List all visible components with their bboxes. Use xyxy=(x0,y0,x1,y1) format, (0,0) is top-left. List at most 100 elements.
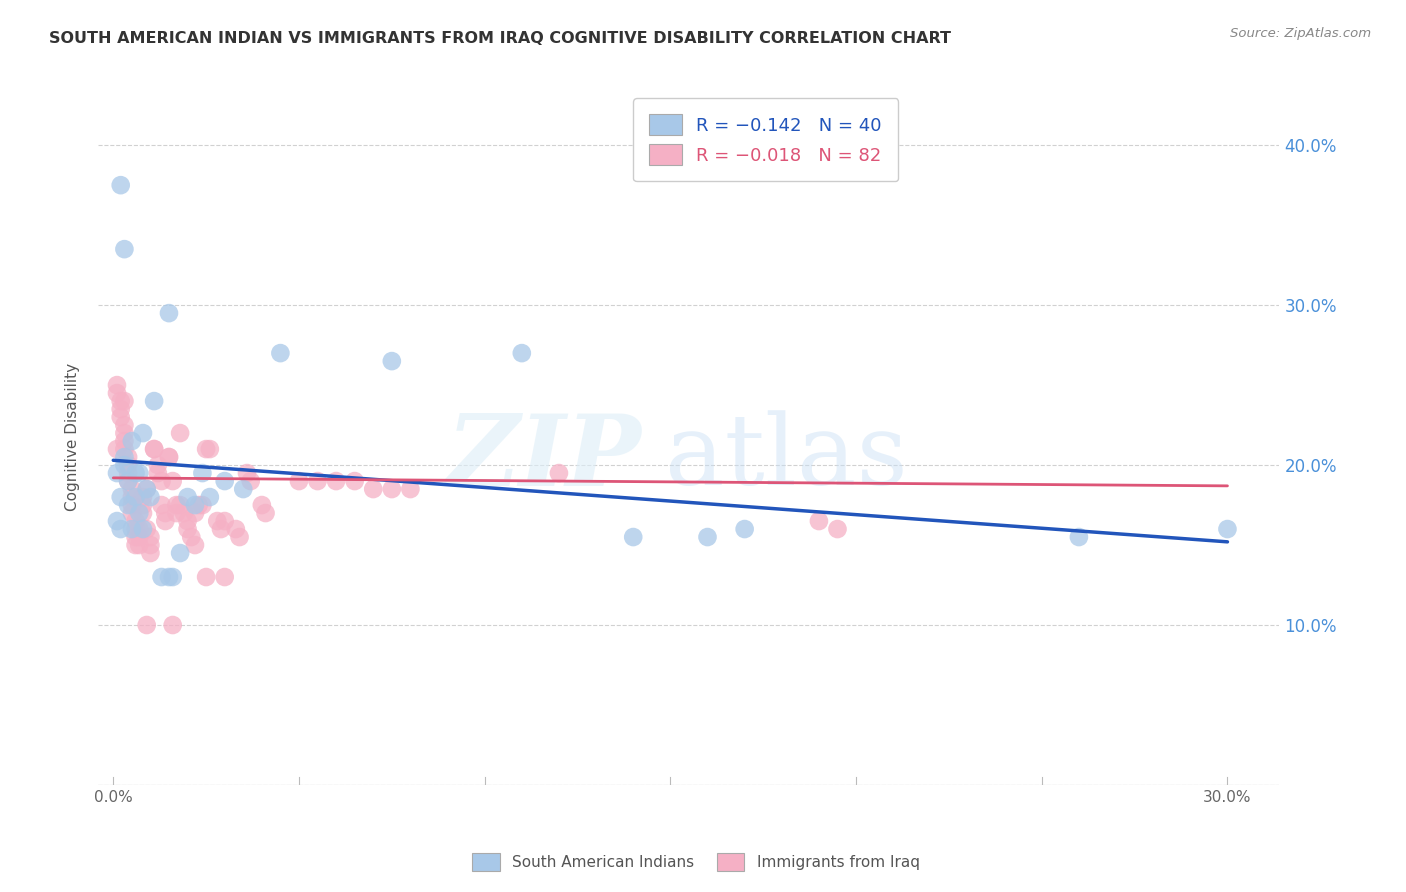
Point xyxy=(112,418,135,433)
Point xyxy=(214,474,236,488)
Point xyxy=(1216,522,1239,536)
Point xyxy=(124,466,146,480)
Point xyxy=(105,466,128,480)
Point xyxy=(150,498,173,512)
Point xyxy=(124,514,146,528)
Point xyxy=(128,530,150,544)
Point xyxy=(162,618,184,632)
Point xyxy=(169,546,191,560)
Point xyxy=(117,474,139,488)
Point xyxy=(288,474,311,488)
Point xyxy=(236,466,259,480)
Point xyxy=(361,482,384,496)
Point xyxy=(176,514,198,528)
Point xyxy=(173,506,195,520)
Point xyxy=(225,522,247,536)
Point xyxy=(124,530,146,544)
Point xyxy=(269,346,291,360)
Point xyxy=(734,522,756,536)
Point xyxy=(343,474,366,488)
Point xyxy=(121,506,143,520)
Point xyxy=(135,618,157,632)
Point xyxy=(143,442,166,456)
Point xyxy=(250,498,273,512)
Point xyxy=(157,450,180,464)
Point xyxy=(184,498,207,512)
Point xyxy=(198,442,221,456)
Point xyxy=(381,482,404,496)
Point xyxy=(155,506,177,520)
Point xyxy=(807,514,830,528)
Y-axis label: Cognitive Disability: Cognitive Disability xyxy=(65,363,80,511)
Point xyxy=(128,522,150,536)
Point xyxy=(1067,530,1090,544)
Point xyxy=(117,450,139,464)
Point xyxy=(548,466,571,480)
Point xyxy=(176,522,198,536)
Point xyxy=(112,242,135,256)
Point xyxy=(184,506,207,520)
Point xyxy=(112,434,135,448)
Point xyxy=(121,482,143,496)
Point xyxy=(124,490,146,504)
Point xyxy=(105,386,128,401)
Point xyxy=(112,426,135,441)
Point xyxy=(117,458,139,472)
Point xyxy=(209,522,232,536)
Point xyxy=(124,522,146,536)
Text: Source: ZipAtlas.com: Source: ZipAtlas.com xyxy=(1230,27,1371,40)
Point xyxy=(121,498,143,512)
Point xyxy=(112,394,135,409)
Point xyxy=(105,514,128,528)
Point xyxy=(239,474,262,488)
Point xyxy=(124,538,146,552)
Point xyxy=(128,466,150,480)
Point xyxy=(110,522,132,536)
Point xyxy=(228,530,250,544)
Point xyxy=(110,490,132,504)
Point xyxy=(696,530,718,544)
Point xyxy=(132,522,155,536)
Point xyxy=(157,450,180,464)
Point xyxy=(139,530,162,544)
Point xyxy=(112,458,135,472)
Point xyxy=(254,506,277,520)
Point xyxy=(162,474,184,488)
Point xyxy=(184,538,207,552)
Point xyxy=(169,426,191,441)
Legend: R = −0.142   N = 40, R = −0.018   N = 82: R = −0.142 N = 40, R = −0.018 N = 82 xyxy=(633,98,898,181)
Text: atlas: atlas xyxy=(665,410,908,506)
Point xyxy=(399,482,422,496)
Point xyxy=(198,490,221,504)
Point xyxy=(195,570,218,584)
Point xyxy=(325,474,347,488)
Point xyxy=(191,498,214,512)
Point xyxy=(132,506,155,520)
Point xyxy=(110,410,132,425)
Point xyxy=(132,498,155,512)
Point xyxy=(307,474,329,488)
Point xyxy=(381,354,404,368)
Point xyxy=(132,490,155,504)
Point xyxy=(139,490,162,504)
Text: ZIP: ZIP xyxy=(447,409,641,506)
Point xyxy=(112,450,135,464)
Point xyxy=(165,506,187,520)
Point xyxy=(176,490,198,504)
Point xyxy=(621,530,644,544)
Point xyxy=(187,498,209,512)
Point xyxy=(143,442,166,456)
Point xyxy=(135,482,157,496)
Point xyxy=(155,514,177,528)
Point xyxy=(117,474,139,488)
Point xyxy=(191,466,214,480)
Point xyxy=(105,442,128,456)
Point xyxy=(110,402,132,417)
Point xyxy=(135,482,157,496)
Point xyxy=(827,522,849,536)
Point xyxy=(214,514,236,528)
Point xyxy=(121,490,143,504)
Point xyxy=(121,522,143,536)
Point xyxy=(157,306,180,320)
Point xyxy=(128,538,150,552)
